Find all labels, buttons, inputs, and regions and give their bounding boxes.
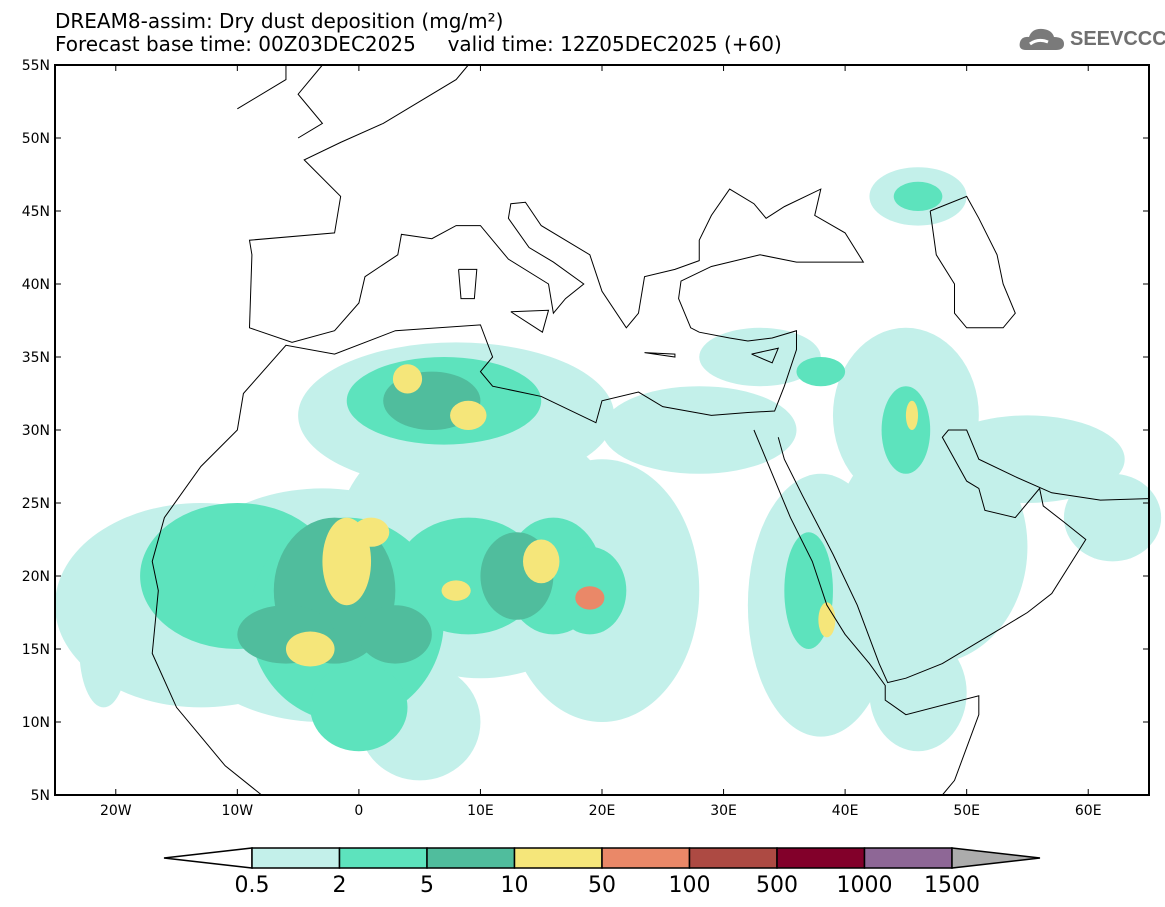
coastline	[753, 429, 980, 796]
coastline	[751, 347, 780, 364]
dust-contour-level-0	[930, 415, 1125, 504]
colorbar-over-arrow	[951, 847, 1041, 869]
colorbar-swatch	[776, 847, 866, 869]
dust-contour-level-1	[881, 386, 931, 474]
lat-label: 30N	[22, 423, 50, 439]
colorbar-label: 0.5	[235, 873, 270, 898]
dust-contour-level-0	[602, 386, 797, 474]
coastline	[777, 429, 1150, 684]
dust-contour-level-2	[358, 605, 432, 664]
lat-label: 40N	[22, 277, 50, 293]
axis-ticks: 55N 50N 45N 40N 35N 30N 25N 20N 15N 10N 5N 20W 10W 0 1…	[22, 58, 1149, 819]
dust-contour-level-0	[79, 590, 128, 708]
seevccc-logo: SEEVCCC	[1018, 26, 1165, 52]
coastline	[510, 309, 550, 333]
colorbar-label: 5	[420, 873, 434, 898]
dust-contour-level-3	[441, 580, 471, 601]
lat-label: 15N	[22, 642, 50, 658]
lat-label: 25N	[22, 496, 50, 512]
coastline	[458, 268, 478, 300]
dust-contour-level-3	[522, 539, 560, 584]
colorbar-under-arrow	[163, 847, 253, 869]
lon-label: 0	[354, 803, 363, 819]
dust-contour-level-3	[352, 517, 390, 547]
coastline	[151, 64, 865, 796]
colorbar-swatch	[601, 847, 691, 869]
coastline	[644, 352, 676, 358]
dust-contour-level-3	[450, 400, 487, 430]
colorbar-swatch	[863, 847, 953, 869]
dust-contour-level-3	[905, 400, 919, 430]
dust-contours	[55, 167, 1162, 781]
colorbar-label: 500	[756, 873, 798, 898]
dust-contour-level-3	[285, 631, 335, 667]
lon-label: 20E	[589, 803, 616, 819]
colorbar-label: 10	[501, 873, 529, 898]
lat-label: 5N	[31, 788, 50, 804]
colorbar-label: 2	[333, 873, 347, 898]
lon-label: 10E	[467, 803, 494, 819]
lon-label: 50E	[953, 803, 980, 819]
map-title: DREAM8-assim: Dry dust deposition (mg/m²…	[55, 9, 504, 33]
cloud-icon	[1019, 28, 1064, 50]
lat-label: 45N	[22, 204, 50, 220]
dust-contour-level-1	[893, 181, 943, 211]
coastline	[929, 195, 1016, 329]
coastline	[297, 64, 324, 139]
colorbar-swatch	[513, 847, 603, 869]
lat-label: 50N	[22, 131, 50, 147]
colorbar-swatch	[688, 847, 778, 869]
forecast-times: Forecast base time: 00Z03DEC2025 valid t…	[55, 32, 782, 56]
dust-contour-level-4	[575, 586, 605, 610]
colorbar-label: 50	[588, 873, 616, 898]
lon-label: 10W	[221, 803, 253, 819]
colorbar-swatch	[338, 847, 428, 869]
colorbar: 0.5 2 5 10 50 100 500 1000 1500	[163, 847, 1041, 898]
dust-contour-level-1	[796, 357, 846, 387]
lon-label: 40E	[832, 803, 859, 819]
coastlines	[151, 64, 1150, 796]
coastline	[237, 65, 287, 110]
lon-label: 60E	[1075, 803, 1102, 819]
dust-contour-level-0	[1063, 473, 1162, 562]
logo-text: SEEVCCC	[1070, 27, 1165, 50]
colorbar-label: 100	[669, 873, 711, 898]
colorbar-label: 1500	[924, 873, 980, 898]
dust-contour-level-3	[818, 602, 836, 638]
colorbar-swatch	[251, 847, 341, 869]
lon-label: 20W	[100, 803, 132, 819]
dust-contour-level-0	[869, 634, 967, 752]
lat-label: 35N	[22, 350, 50, 366]
dust-contour-level-0	[699, 327, 821, 387]
dust-contour-level-1	[310, 663, 408, 752]
colorbar-label: 1000	[837, 873, 893, 898]
dust-contour-level-3	[392, 364, 423, 394]
lat-label: 55N	[22, 58, 50, 74]
lon-label: 30E	[710, 803, 737, 819]
colorbar-swatch	[426, 847, 516, 869]
lat-label: 20N	[22, 569, 50, 585]
lat-label: 10N	[22, 715, 50, 731]
